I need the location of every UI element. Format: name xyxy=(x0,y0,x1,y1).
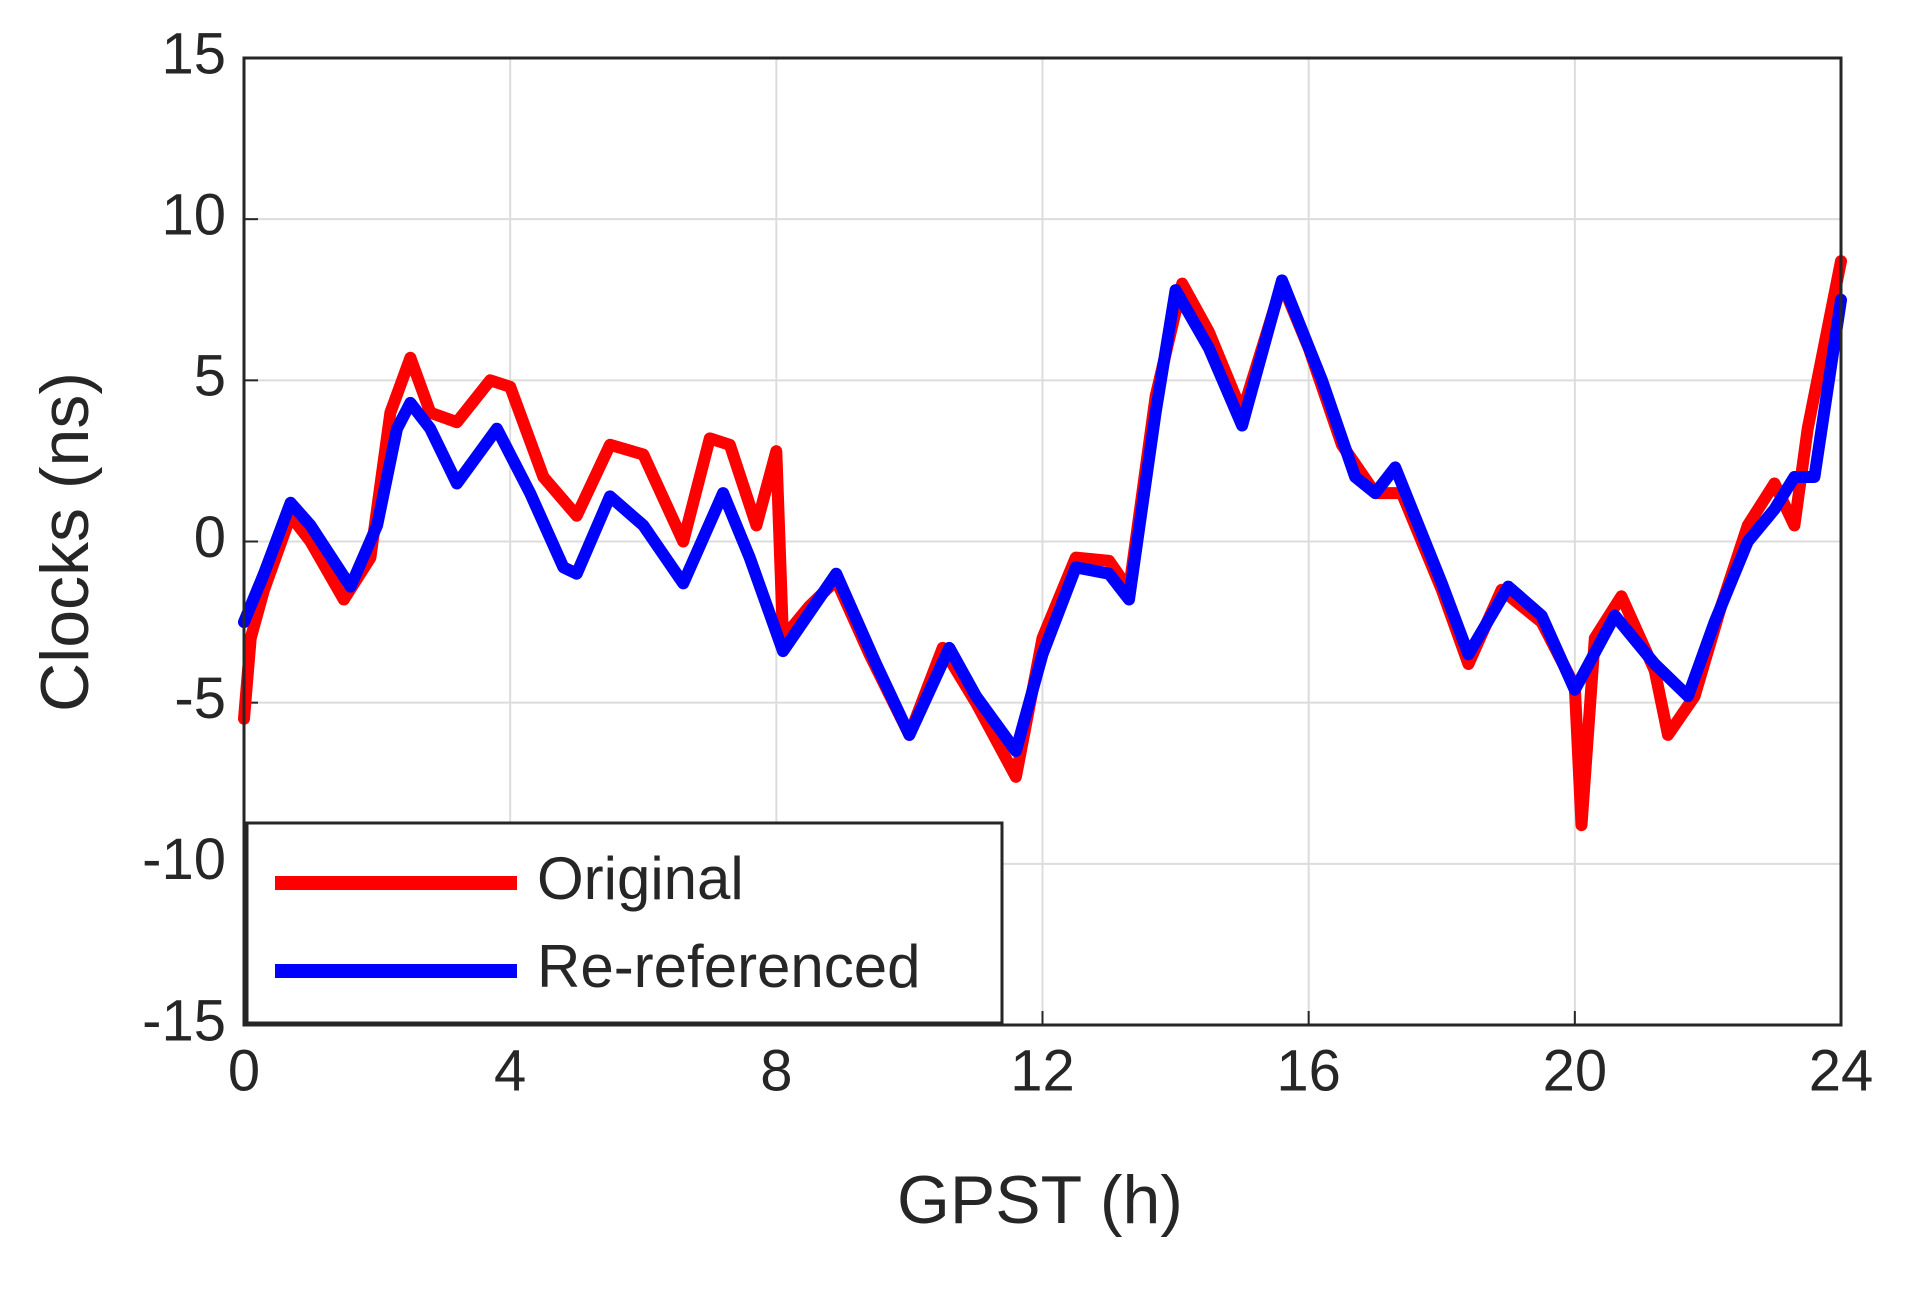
y-tick-label: 0 xyxy=(194,505,226,570)
x-tick-label: 12 xyxy=(1010,1038,1075,1103)
x-tick-label: 8 xyxy=(760,1038,792,1103)
legend-label: Original xyxy=(537,845,744,912)
y-tick-label: -10 xyxy=(142,827,226,892)
x-tick-label: 4 xyxy=(494,1038,526,1103)
x-tick-label: 0 xyxy=(228,1038,260,1103)
plot-frame xyxy=(242,56,1843,1027)
y-tick-label: 15 xyxy=(161,21,226,86)
series-line xyxy=(238,274,1847,757)
x-axis-label: GPST (h) xyxy=(897,1162,1183,1238)
y-tick-label: 5 xyxy=(194,344,226,409)
y-tick-label: -5 xyxy=(174,666,226,731)
y-tick-label: 10 xyxy=(161,182,226,247)
x-tick-label: 16 xyxy=(1276,1038,1341,1103)
x-tick-label: 20 xyxy=(1543,1038,1608,1103)
legend-box xyxy=(245,821,1004,1025)
x-tick-label: 24 xyxy=(1809,1038,1874,1103)
y-axis-label: Clocks (ns) xyxy=(27,372,103,712)
y-tick-label: -15 xyxy=(142,988,226,1053)
legend-label: Re-referenced xyxy=(537,933,921,1000)
